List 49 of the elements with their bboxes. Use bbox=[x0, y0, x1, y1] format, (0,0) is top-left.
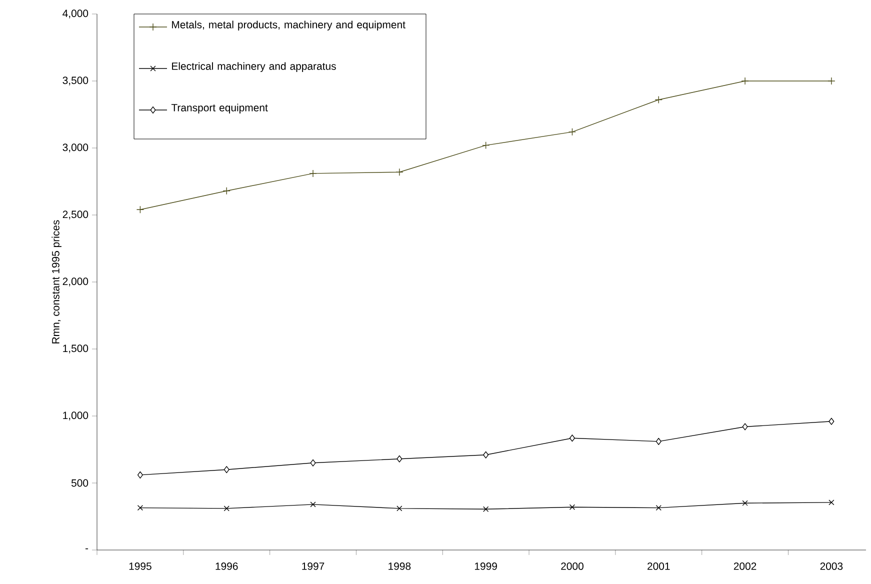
x-tick-label: 1995 bbox=[129, 562, 152, 570]
point bbox=[742, 500, 748, 506]
x-tick-label: 2003 bbox=[820, 562, 843, 570]
point bbox=[309, 170, 317, 178]
x-tick-label: 1997 bbox=[302, 562, 324, 570]
point bbox=[656, 504, 662, 511]
y-tick-label: 4,000 bbox=[62, 10, 88, 18]
point bbox=[569, 434, 575, 442]
point bbox=[224, 506, 230, 512]
legend-label: Electrical machinery and apparatus bbox=[172, 62, 336, 72]
point bbox=[136, 206, 144, 214]
point bbox=[828, 77, 836, 85]
x-tick-label: 2001 bbox=[648, 562, 670, 570]
point bbox=[137, 504, 144, 511]
y-tick-label: 3,500 bbox=[62, 76, 88, 86]
y-tick-label: 1,500 bbox=[63, 344, 88, 354]
y-axis-title: Rmn, constant 1995 prices bbox=[52, 220, 62, 344]
x-tick-label: 2000 bbox=[561, 562, 584, 570]
point bbox=[224, 466, 230, 474]
y-tick-label: - bbox=[85, 548, 88, 550]
y-tick-label: 500 bbox=[71, 479, 88, 487]
point bbox=[482, 141, 490, 150]
x-tick-label: 2002 bbox=[734, 562, 756, 570]
y-tick-label: 2,500 bbox=[62, 210, 88, 220]
point bbox=[222, 187, 230, 195]
x-tick-label: 1999 bbox=[474, 562, 497, 570]
point bbox=[654, 96, 662, 104]
y-tick-label: 2,000 bbox=[62, 278, 88, 286]
legend-label: Metals, metal products, machinery and equipment bbox=[172, 20, 406, 30]
point bbox=[741, 77, 749, 85]
x-tick-label: 1996 bbox=[216, 562, 238, 570]
point bbox=[483, 451, 489, 458]
y-tick-label: 1,000 bbox=[63, 412, 88, 420]
point bbox=[310, 459, 316, 466]
point bbox=[568, 128, 576, 136]
point bbox=[310, 502, 316, 508]
point bbox=[137, 471, 143, 478]
legend-label: Transport equipment bbox=[171, 104, 268, 114]
point bbox=[396, 455, 402, 462]
y-tick-label: 3,000 bbox=[62, 144, 88, 152]
point bbox=[396, 506, 402, 512]
point bbox=[656, 438, 662, 445]
point bbox=[742, 423, 748, 430]
point bbox=[569, 504, 576, 510]
point bbox=[396, 168, 404, 176]
point bbox=[483, 506, 489, 512]
x-tick-label: 1998 bbox=[388, 562, 411, 570]
point bbox=[828, 500, 834, 506]
point bbox=[828, 418, 834, 425]
